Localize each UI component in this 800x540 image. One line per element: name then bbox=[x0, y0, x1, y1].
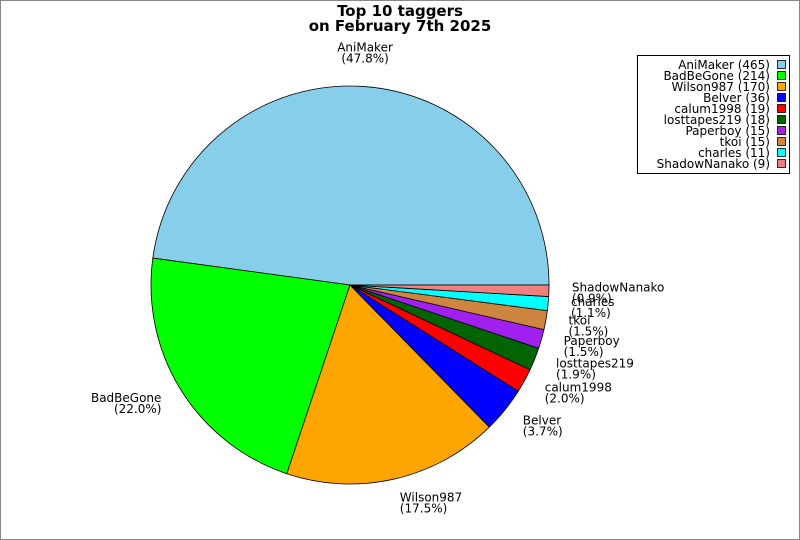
legend-value: (36) bbox=[745, 91, 770, 105]
pie-slice bbox=[286, 284, 490, 485]
slice-percent: (1.5%) bbox=[569, 324, 609, 338]
legend-label: losttapes219 (18) bbox=[664, 113, 770, 127]
legend-label: Wilson987 (170) bbox=[672, 80, 770, 94]
legend-value: (19) bbox=[745, 102, 770, 116]
slice-percent: (22.0%) bbox=[114, 402, 161, 416]
pie-slice bbox=[152, 85, 550, 286]
legend-label: ShadowNanako (9) bbox=[657, 157, 770, 171]
legend-name: tkoi bbox=[720, 135, 742, 149]
legend-label: Belver (36) bbox=[703, 91, 770, 105]
legend-name: ShadowNanako bbox=[657, 157, 750, 171]
chart-title: Top 10 taggers bbox=[337, 2, 463, 20]
slice-label: tkoi bbox=[569, 313, 591, 327]
slice-label: BadBeGone bbox=[91, 391, 161, 405]
slice-label: Wilson987 bbox=[400, 490, 462, 504]
legend-swatch bbox=[777, 159, 786, 168]
legend-name: charles bbox=[698, 146, 741, 160]
legend-swatch bbox=[777, 104, 786, 113]
slice-percent: (1.9%) bbox=[556, 368, 596, 382]
slice-percent: (0.9%) bbox=[572, 291, 612, 305]
legend-label: Paperboy (15) bbox=[685, 124, 770, 138]
legend-value: (11) bbox=[745, 146, 770, 160]
legend-value: (465) bbox=[738, 58, 770, 72]
slice-label: Belver bbox=[523, 413, 561, 427]
legend-value: (170) bbox=[738, 80, 770, 94]
legend-swatch bbox=[777, 93, 786, 102]
legend-swatch bbox=[777, 115, 786, 124]
legend-value: (18) bbox=[745, 113, 770, 127]
legend-name: calum1998 bbox=[674, 102, 741, 116]
pie-slice bbox=[349, 284, 550, 297]
slice-label: AniMaker bbox=[337, 41, 393, 55]
slice-label: losttapes219 bbox=[556, 357, 634, 371]
legend-label: charles (11) bbox=[698, 146, 770, 160]
legend-name: losttapes219 bbox=[664, 113, 742, 127]
legend-name: AniMaker bbox=[678, 58, 734, 72]
legend-box bbox=[637, 55, 790, 174]
legend-swatch bbox=[777, 148, 786, 157]
legend-name: Wilson987 bbox=[672, 80, 734, 94]
slice-percent: (17.5%) bbox=[400, 501, 447, 515]
legend-swatch bbox=[777, 60, 786, 69]
slice-label: Paperboy bbox=[564, 334, 620, 348]
slice-percent: (2.0%) bbox=[545, 392, 585, 406]
legend-value: (214) bbox=[738, 69, 770, 83]
legend-value: (9) bbox=[753, 157, 770, 171]
legend-swatch bbox=[777, 137, 786, 146]
chart-title: on February 7th 2025 bbox=[309, 17, 492, 35]
legend-label: tkoi (15) bbox=[720, 135, 770, 149]
legend-label: AniMaker (465) bbox=[678, 58, 770, 72]
slice-percent: (1.1%) bbox=[571, 306, 611, 320]
slice-label: ShadowNanako bbox=[572, 280, 665, 294]
legend-name: Paperboy bbox=[685, 124, 741, 138]
slice-percent: (47.8%) bbox=[341, 52, 388, 66]
legend-swatch bbox=[777, 71, 786, 80]
slice-label: calum1998 bbox=[545, 381, 612, 395]
legend-label: BadBeGone (214) bbox=[663, 69, 770, 83]
legend-name: BadBeGone bbox=[663, 69, 733, 83]
legend-swatch bbox=[777, 82, 786, 91]
legend-swatch bbox=[777, 126, 786, 135]
slice-label: charles bbox=[571, 295, 614, 309]
slice-percent: (1.5%) bbox=[564, 345, 604, 359]
legend-value: (15) bbox=[745, 135, 770, 149]
pie-slice bbox=[150, 257, 351, 475]
legend-value: (15) bbox=[745, 124, 770, 138]
legend-name: Belver bbox=[703, 91, 741, 105]
legend-label: calum1998 (19) bbox=[674, 102, 770, 116]
slice-percent: (3.7%) bbox=[523, 424, 563, 438]
